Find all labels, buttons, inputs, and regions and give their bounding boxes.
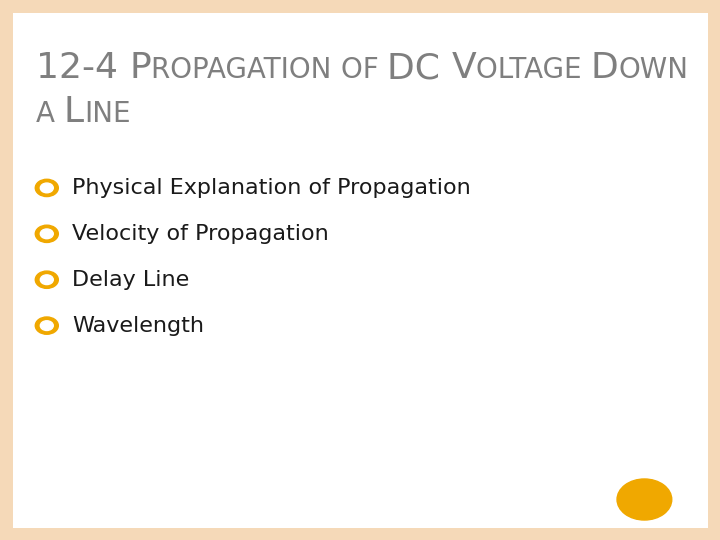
- Text: P: P: [130, 51, 151, 85]
- Text: OF: OF: [341, 56, 387, 84]
- Text: 12-4: 12-4: [36, 51, 130, 85]
- Text: Physical Explanation of Propagation: Physical Explanation of Propagation: [72, 178, 471, 198]
- Text: Velocity of Propagation: Velocity of Propagation: [72, 224, 329, 244]
- Circle shape: [617, 479, 672, 520]
- Circle shape: [40, 275, 53, 285]
- Text: V: V: [451, 51, 477, 85]
- Circle shape: [35, 271, 58, 288]
- Text: INE: INE: [84, 99, 130, 127]
- Text: D: D: [591, 51, 618, 85]
- Circle shape: [40, 183, 53, 193]
- Text: OWN: OWN: [618, 56, 688, 84]
- Circle shape: [40, 229, 53, 239]
- Circle shape: [35, 225, 58, 242]
- Text: A: A: [36, 99, 64, 127]
- Text: DC: DC: [387, 51, 451, 85]
- Text: L: L: [64, 94, 84, 129]
- Circle shape: [35, 179, 58, 197]
- Text: ROPAGATION: ROPAGATION: [151, 56, 341, 84]
- Circle shape: [35, 317, 58, 334]
- Text: Delay Line: Delay Line: [72, 270, 189, 290]
- Text: OLTAGE: OLTAGE: [477, 56, 591, 84]
- Text: Wavelength: Wavelength: [72, 316, 204, 336]
- Circle shape: [40, 321, 53, 330]
